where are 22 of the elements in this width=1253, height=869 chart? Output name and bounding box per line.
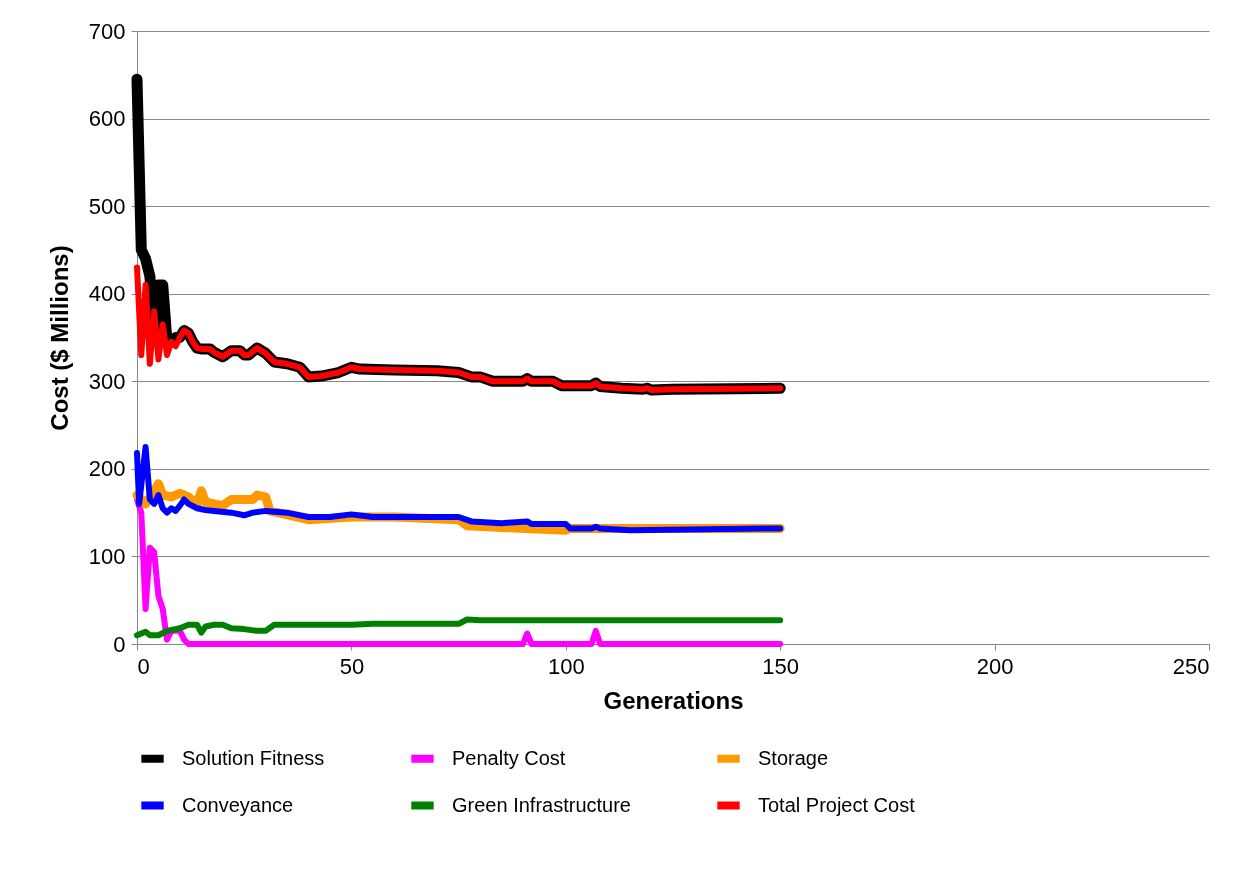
x-axis-title: Generations xyxy=(603,686,744,714)
y-tick-label: 300 xyxy=(88,368,126,394)
y-tick-label: 100 xyxy=(88,543,126,569)
y-axis-title: Cost ($ Millions) xyxy=(45,245,73,431)
legend-label: Green Infrastructure xyxy=(452,793,631,816)
y-tick-label: 400 xyxy=(88,281,126,307)
y-tick-label: 700 xyxy=(88,18,126,44)
y-tick-label: 600 xyxy=(88,106,126,132)
legend-label: Penalty Cost xyxy=(452,746,566,769)
x-tick-label: 200 xyxy=(976,653,1014,679)
y-tick-label: 200 xyxy=(88,456,126,482)
legend-label: Total Project Cost xyxy=(758,793,916,816)
x-tick-label: 0 xyxy=(137,653,150,679)
x-tick-label: 50 xyxy=(339,653,365,679)
legend-label: Conveyance xyxy=(182,793,294,816)
x-tick-label: 150 xyxy=(762,653,800,679)
legend-label: Storage xyxy=(758,746,829,769)
legend-label: Solution Fitness xyxy=(182,746,325,769)
y-tick-label: 500 xyxy=(88,193,126,219)
y-tick-label: 0 xyxy=(113,631,126,657)
x-tick-label: 100 xyxy=(547,653,585,679)
x-tick-label: 250 xyxy=(1172,653,1210,679)
